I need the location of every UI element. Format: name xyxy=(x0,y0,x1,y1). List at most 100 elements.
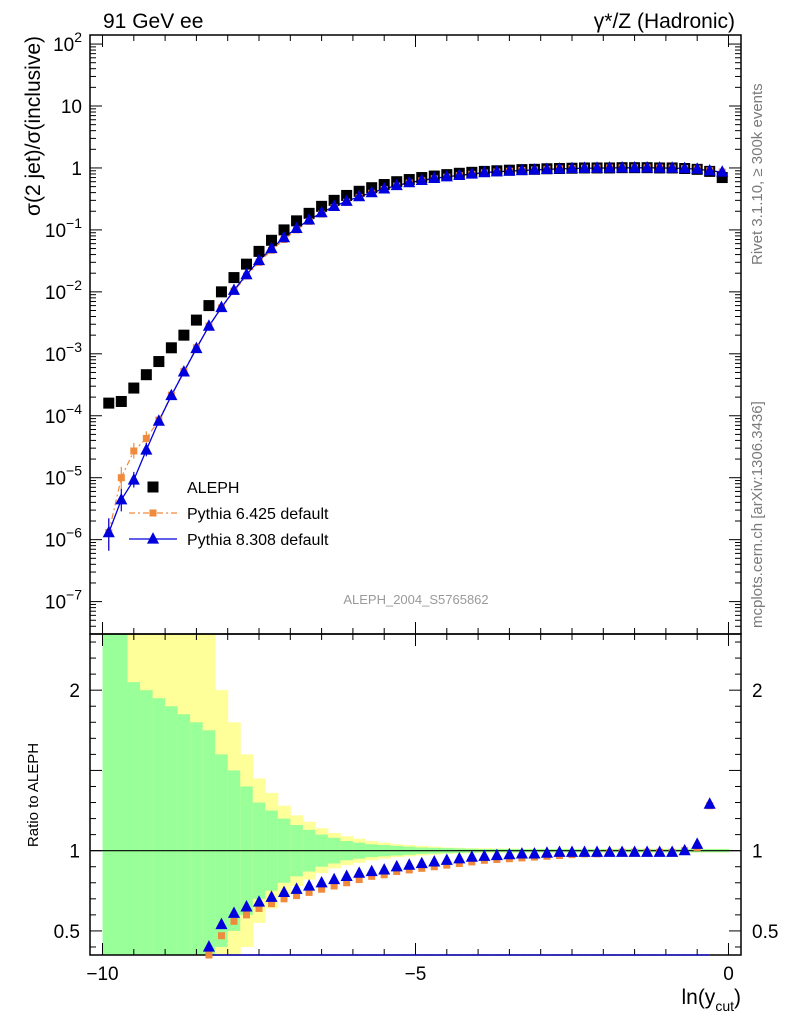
pythia8-point xyxy=(115,492,128,505)
pythia8-ratio-point xyxy=(565,845,579,857)
pythia8-point xyxy=(252,253,266,266)
pythia8-point xyxy=(478,165,491,178)
pythia8-point xyxy=(353,189,366,202)
ratio-y-tick-label-left: 0.5 xyxy=(54,922,80,943)
legend-label: Pythia 8.308 default xyxy=(187,532,329,549)
y-tick-label: 10−1 xyxy=(45,215,82,242)
ratio-y-axis-label: Ratio to ALEPH xyxy=(25,743,42,847)
pythia8-ratio-point xyxy=(590,845,604,857)
pythia8-point xyxy=(703,163,716,176)
aleph-point xyxy=(128,382,140,394)
pythia8-ratio-point xyxy=(678,843,691,856)
mcplots-reference-label: mcplots.cern.ch [arXiv:1306.3436] xyxy=(749,401,766,628)
aleph-point xyxy=(278,224,290,236)
legend-label: Pythia 6.425 default xyxy=(187,506,329,523)
pythia8-ratio-point xyxy=(365,864,378,877)
pythia8-ratio-point xyxy=(353,866,366,878)
legend-pythia6-marker xyxy=(149,509,157,517)
band-inner xyxy=(115,634,129,955)
header-energy-label: 91 GeV ee xyxy=(103,10,203,33)
y-tick-label: 10 xyxy=(61,97,82,118)
pythia8-ratio-point xyxy=(403,858,416,870)
rivet-version-label: Rivet 3.1.10, ≥ 300k events xyxy=(749,83,766,265)
aleph-point xyxy=(266,234,278,246)
pythia8-ratio-point xyxy=(666,845,679,857)
pythia8-point xyxy=(691,162,704,174)
pythia8-point xyxy=(315,205,328,218)
pythia8-point xyxy=(328,199,341,211)
y-tick-label: 10−6 xyxy=(45,525,82,552)
main-plot-series xyxy=(102,160,729,551)
pythia8-ratio-point xyxy=(428,855,441,867)
pythia6-ratio-point xyxy=(443,861,451,869)
pythia6-ratio-point xyxy=(255,904,263,912)
pythia6-ratio-point xyxy=(455,860,463,868)
aleph-point xyxy=(140,369,152,381)
pythia8-point xyxy=(202,319,215,331)
y-tick-label: 10−5 xyxy=(45,463,82,490)
pythia6-point xyxy=(117,474,125,482)
aleph-point xyxy=(103,397,115,409)
pythia8-point xyxy=(465,167,478,179)
pythia8-ratio-point xyxy=(641,845,654,857)
band-inner xyxy=(165,706,179,955)
y-tick-label: 10−4 xyxy=(45,401,82,428)
pythia8-ratio-point xyxy=(553,845,566,857)
pythia8-ratio-point xyxy=(390,859,403,872)
pythia8-point xyxy=(540,162,554,174)
band-inner xyxy=(190,722,204,955)
pythia8-point xyxy=(102,525,115,538)
pythia8-ratio-point xyxy=(303,879,316,891)
pythia6-point xyxy=(142,434,150,442)
ratio-y-tick-label-left: 2 xyxy=(69,681,80,702)
band-inner xyxy=(127,682,141,955)
header-process-label: γ*/Z (Hadronic) xyxy=(594,10,735,33)
pythia8-ratio-point xyxy=(215,917,228,930)
y-tick-label: 1 xyxy=(71,159,82,180)
pythia8-point xyxy=(528,163,541,175)
pythia8-ratio-point xyxy=(415,856,428,869)
pythia8-point xyxy=(578,161,591,173)
pythia8-ratio-point xyxy=(440,853,453,865)
pythia8-ratio-point xyxy=(465,850,478,862)
pythia8-ratio-point xyxy=(691,837,704,849)
aleph-point xyxy=(228,272,240,284)
pythia8-ratio-point xyxy=(515,847,528,859)
pythia6-ratio-point xyxy=(368,872,376,880)
pythia8-ratio-point xyxy=(328,872,341,885)
ratio-plot-series xyxy=(202,797,716,959)
ratio-y-tick-label-right: 0.5 xyxy=(752,922,778,943)
pythia6-ratio-point xyxy=(268,900,276,908)
pythia8-point xyxy=(290,221,303,233)
pythia8-point xyxy=(303,213,316,225)
pythia8-point xyxy=(265,241,278,254)
legend-aleph-marker xyxy=(147,481,159,493)
pythia6-ratio-point xyxy=(217,932,225,940)
pythia8-point xyxy=(403,175,416,188)
pythia6-ratio-point xyxy=(205,951,213,959)
x-tick-label: 0 xyxy=(723,964,734,985)
pythia8-ratio-point xyxy=(290,882,303,894)
pythia8-ratio-point xyxy=(265,890,278,902)
pythia8-point xyxy=(716,165,729,177)
pythia8-point xyxy=(641,160,654,173)
pythia8-point xyxy=(440,169,453,182)
pythia6-ratio-point xyxy=(355,876,363,884)
pythia8-ratio-point xyxy=(578,845,591,857)
aleph-point xyxy=(716,172,728,184)
pythia8-point xyxy=(428,171,441,183)
band-inner xyxy=(152,698,166,955)
pythia8-ratio-point xyxy=(378,863,391,875)
pythia8-point xyxy=(590,161,604,173)
pythia8-point xyxy=(666,161,679,173)
analysis-id-label: ALEPH_2004_S5765862 xyxy=(343,592,488,607)
pythia8-ratio-point xyxy=(240,900,253,912)
ratio-y-tick-label-right: 1 xyxy=(752,842,763,863)
aleph-point xyxy=(190,314,202,326)
y-tick-label: 102 xyxy=(53,29,82,56)
ratio-y-tick-label-right: 2 xyxy=(752,681,763,702)
aleph-point xyxy=(153,356,165,368)
pythia8-point xyxy=(390,178,403,191)
pythia8-point xyxy=(490,164,503,177)
